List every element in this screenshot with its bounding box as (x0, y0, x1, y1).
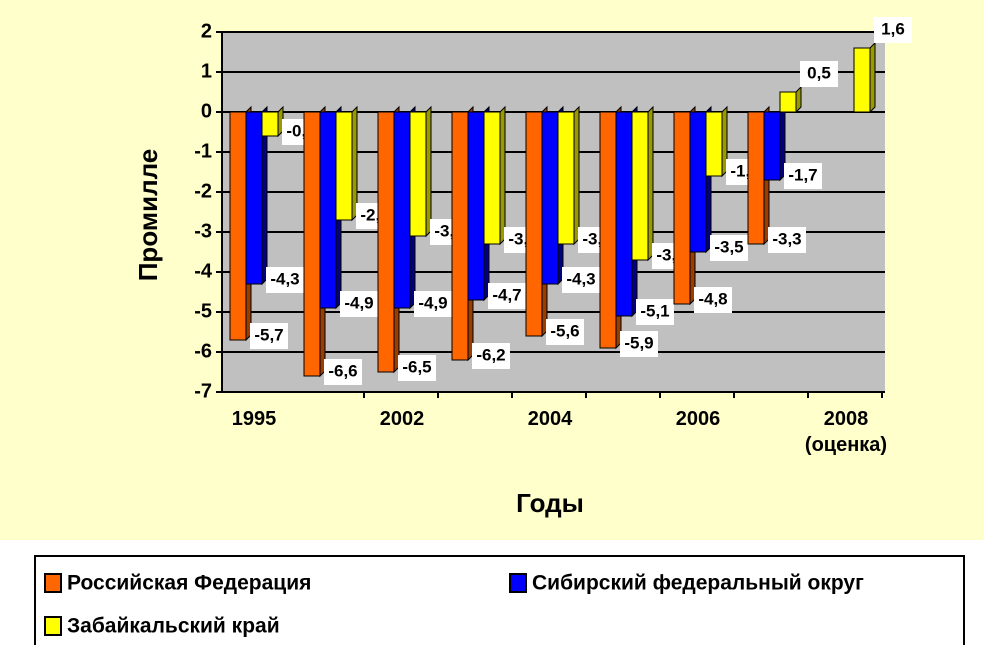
y-tick-label: -2 (194, 180, 212, 202)
value-label-box (324, 359, 362, 385)
value-label-box (768, 227, 806, 253)
value-label: 1,6 (881, 19, 905, 38)
value-label-box (340, 291, 378, 317)
bar (599, 111, 617, 349)
bar (705, 111, 723, 177)
bar (335, 111, 353, 221)
value-label: -5,1 (640, 301, 669, 320)
legend-label: Сибирский федеральный округ (532, 572, 864, 595)
value-label: -5,6 (550, 321, 579, 340)
value-label-box (636, 299, 674, 325)
bar (467, 111, 485, 301)
value-label-box (250, 323, 288, 349)
bar (689, 111, 707, 253)
value-label: -5,7 (254, 325, 283, 344)
x-axis-title: Годы (516, 488, 584, 518)
x-tick-label: 2002 (379, 408, 425, 430)
bar (261, 111, 279, 137)
legend-label: Российская Федерация (67, 572, 311, 595)
y-axis-title: Промилле (133, 149, 163, 281)
value-label-box (874, 17, 912, 43)
value-label: -5,9 (624, 333, 653, 352)
value-label-box (488, 283, 526, 309)
bar-side (573, 105, 580, 246)
bar (377, 111, 395, 373)
bar-side (499, 105, 506, 246)
bar (673, 111, 691, 305)
bar (747, 111, 765, 245)
value-label-box (562, 267, 600, 293)
value-label-box (710, 235, 748, 261)
bar (303, 111, 321, 377)
value-label: -4,9 (418, 293, 447, 312)
bar-side (425, 105, 432, 238)
y-tick-label: 2 (201, 20, 212, 42)
bar (525, 111, 543, 337)
value-label-box (784, 163, 822, 189)
value-label: -4,7 (492, 285, 521, 304)
legend-label: Забайкальский край (67, 615, 280, 638)
legend-swatch (509, 573, 527, 593)
bar (557, 111, 575, 245)
legend-swatch (44, 573, 62, 593)
value-label-box (620, 331, 658, 357)
value-label: -4,9 (344, 293, 373, 312)
bar (245, 111, 263, 285)
bar (763, 111, 781, 181)
value-label: -4,3 (566, 269, 595, 288)
bar (393, 111, 411, 309)
y-tick-label: 0 (201, 100, 212, 122)
value-label: 0,5 (807, 63, 831, 82)
bar (319, 111, 337, 309)
value-label-box (398, 355, 436, 381)
bar (409, 111, 427, 237)
bar (779, 91, 797, 113)
x-tick-label: 2006 (675, 408, 721, 430)
legend (34, 555, 965, 645)
value-label: -1,7 (788, 165, 817, 184)
y-tick-label: -1 (194, 140, 212, 162)
bar (229, 111, 247, 341)
legend-swatch (44, 616, 62, 636)
bar-side (869, 41, 876, 114)
value-label-box (472, 343, 510, 369)
bar-side (795, 85, 802, 114)
value-label-box (800, 61, 838, 87)
value-label: -6,2 (476, 345, 505, 364)
value-label-box (694, 287, 732, 313)
x-tick-label: 1995 (231, 408, 277, 430)
y-tick-label: -5 (194, 300, 212, 322)
y-tick-label: -7 (194, 380, 212, 402)
y-tick-label: -3 (194, 220, 212, 242)
bar (615, 111, 633, 317)
value-label-box (414, 291, 452, 317)
y-tick-label: -4 (194, 260, 213, 282)
bar (853, 47, 871, 113)
bar (451, 111, 469, 361)
y-tick-label: 1 (201, 60, 212, 82)
bar (631, 111, 649, 261)
bar-side (647, 105, 654, 262)
x-tick-label: 2008 (оценка) (804, 408, 888, 456)
value-label: -4,8 (698, 289, 727, 308)
x-tick-label: 2004 (527, 408, 573, 430)
bar (541, 111, 559, 285)
value-label: -3,5 (714, 237, 743, 256)
value-label: -3,3 (772, 229, 801, 248)
value-label-box (546, 319, 584, 345)
value-label-box (266, 267, 304, 293)
y-tick-label: -6 (194, 340, 212, 362)
value-label: -4,3 (270, 269, 299, 288)
bar (483, 111, 501, 245)
value-label: -6,5 (402, 357, 431, 376)
value-label: -6,6 (328, 361, 357, 380)
